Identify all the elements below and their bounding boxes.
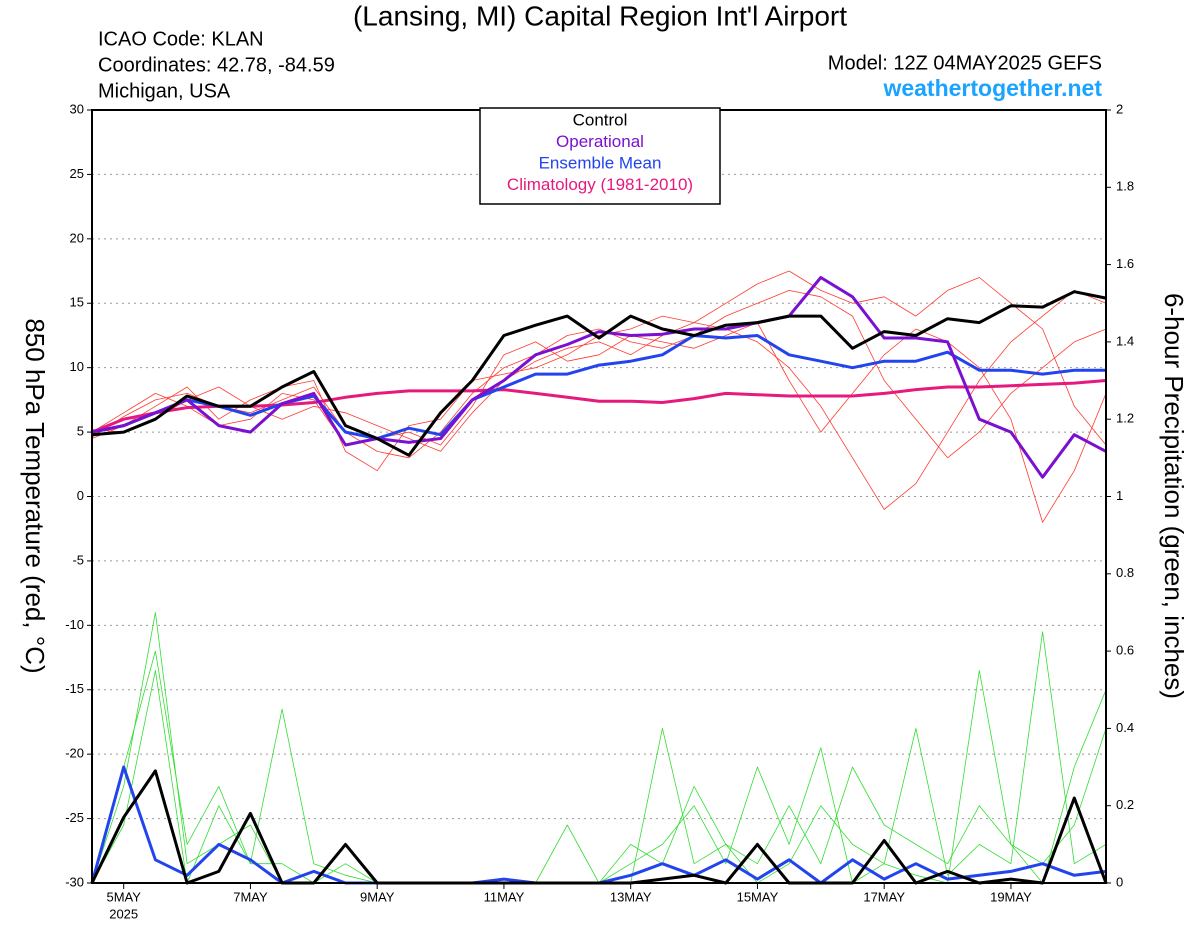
- y-tick-label: -25: [65, 810, 84, 825]
- x-tick-label: 17MAY: [863, 889, 905, 904]
- y2-tick-label: 1.6: [1116, 256, 1134, 271]
- site-name: weathertogether.net: [882, 75, 1102, 101]
- chart-title: (Lansing, MI) Capital Region Int'l Airpo…: [353, 0, 847, 31]
- y-tick-label: 20: [70, 230, 84, 245]
- x-tick-label: 15MAY: [737, 889, 779, 904]
- y2-tick-label: 0.6: [1116, 643, 1134, 658]
- series-line: [91, 276, 1107, 479]
- x-tick-label: 13MAY: [610, 889, 652, 904]
- x-tick-label: 11MAY: [484, 889, 525, 904]
- legend-label: Climatology (1981-2010): [507, 175, 693, 194]
- series-line: [91, 650, 1107, 884]
- x-tick-label: 7MAY: [233, 889, 268, 904]
- legend-label: Control: [573, 110, 628, 129]
- x-year-label: 2025: [109, 906, 138, 921]
- plot-frame: [91, 109, 1107, 884]
- model-info: Model: 12Z 04MAY2025 GEFS: [828, 52, 1102, 74]
- series-line: [91, 270, 1107, 472]
- y-tick-label: -20: [65, 746, 84, 761]
- legend-box: [479, 107, 721, 205]
- y-tick-label: 10: [70, 359, 84, 374]
- y-tick-label: 5: [77, 424, 84, 439]
- y-tick-label: 30: [70, 101, 84, 116]
- series-line: [91, 379, 1107, 434]
- series-line: [90, 769, 1108, 885]
- series-line: [91, 290, 1107, 459]
- y2-axis-title: 6-hour Precipitation (green, inches): [1159, 293, 1189, 699]
- y-tick-label: -5: [72, 552, 84, 567]
- location: Michigan, USA: [98, 80, 231, 102]
- y-tick-label: 15: [70, 295, 84, 310]
- x-tick-label: 9MAY: [360, 889, 395, 904]
- series-line: [91, 612, 1107, 884]
- y2-tick-label: 1.2: [1116, 411, 1134, 426]
- y2-tick-label: 0: [1116, 874, 1123, 889]
- series-line: [91, 290, 1107, 457]
- y-tick-label: 0: [77, 488, 84, 503]
- series-line: [91, 631, 1107, 884]
- y2-tick-label: 0.4: [1116, 720, 1134, 735]
- y-axis-title: 850 hPa Temperature (red, °C): [20, 318, 50, 673]
- y2-tick-label: 0.8: [1116, 565, 1134, 580]
- x-tick-label: 19MAY: [990, 889, 1032, 904]
- y-tick-label: -30: [65, 874, 84, 889]
- series-line: [91, 334, 1106, 440]
- legend-label: Ensemble Mean: [539, 153, 662, 172]
- y2-tick-label: 0.2: [1116, 797, 1134, 812]
- y-tick-label: 25: [70, 166, 84, 181]
- y2-tick-label: 2: [1116, 101, 1123, 116]
- coordinates: Coordinates: 42.78, -84.59: [98, 54, 335, 76]
- y2-tick-label: 1.4: [1116, 333, 1134, 348]
- x-tick-label: 5MAY: [106, 889, 141, 904]
- station-code: ICAO Code: KLAN: [98, 28, 264, 50]
- y2-tick-label: 1: [1116, 488, 1123, 503]
- legend-label: Operational: [556, 132, 644, 151]
- y-tick-label: -10: [65, 617, 84, 632]
- y2-tick-label: 1.8: [1116, 179, 1134, 194]
- y-tick-label: -15: [65, 681, 84, 696]
